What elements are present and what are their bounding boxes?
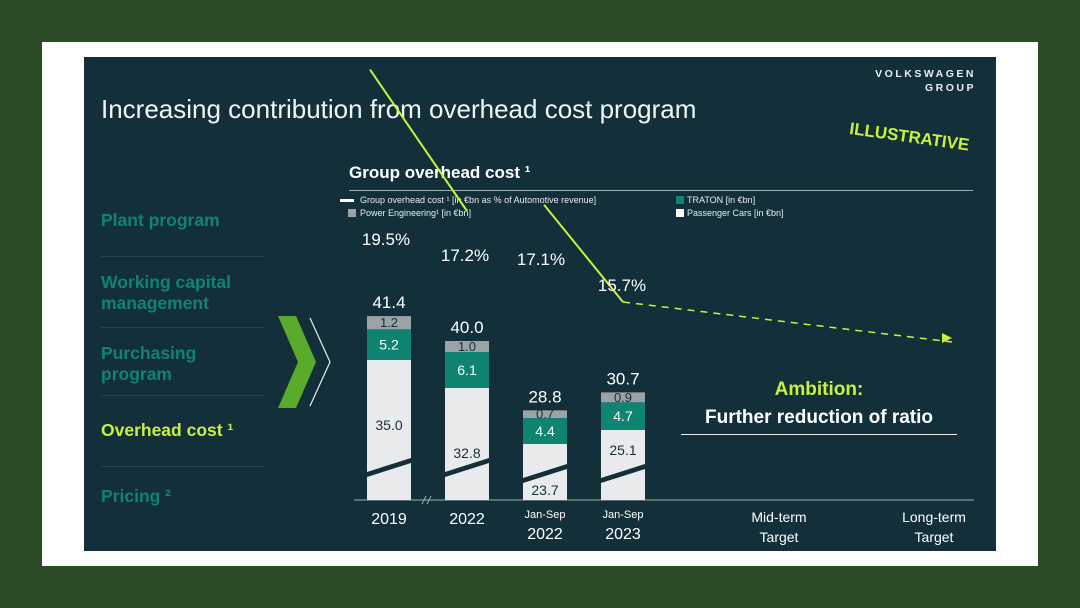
- chevron-fill: [278, 316, 316, 408]
- bar-label-power: 1.2: [380, 315, 398, 330]
- bar-label-passenger: 23.7: [531, 482, 558, 498]
- page-title: Increasing contribution from overhead co…: [101, 94, 697, 124]
- bar-traton: [367, 329, 411, 360]
- bar-break-stripe: [445, 458, 489, 477]
- nav-divider: [101, 395, 265, 396]
- chevron-outline: [309, 317, 331, 407]
- bar-total-label: 40.0: [450, 318, 483, 337]
- bar-label-passenger: 35.0: [375, 417, 402, 433]
- legend-power: Power Engineering¹ [in €bn]: [340, 208, 471, 218]
- x-tick-label-top: Mid-term: [751, 509, 806, 525]
- brand-logo: VOLKSWAGEN GROUP: [875, 67, 976, 95]
- bar-break-stripe: [523, 464, 567, 483]
- chart-title-rule: [349, 190, 973, 191]
- x-tick-label: 2023: [605, 526, 641, 543]
- ambition-underline: [681, 434, 957, 435]
- bar-label-traton: 5.2: [379, 337, 399, 353]
- bar-label-passenger: 25.1: [609, 442, 636, 458]
- bar-label-power: 0.9: [614, 390, 632, 405]
- bar-break-stripe: [601, 464, 645, 483]
- brand-line-1: VOLKSWAGEN: [875, 68, 976, 80]
- bar-label-power: 0.7: [536, 407, 554, 422]
- nav-item-purchasing[interactable]: Purchasing program: [101, 343, 197, 384]
- x-tick-label: Target: [915, 529, 954, 545]
- legend-power-swatch: [348, 209, 356, 217]
- ratio-label: 17.1%: [517, 250, 565, 269]
- bar-total-label: 41.4: [372, 293, 405, 312]
- bar-traton: [523, 418, 567, 444]
- chevron-arrow-icon: [278, 316, 331, 408]
- ambition-heading: Ambition:: [774, 379, 864, 400]
- ratio-line-projection: [622, 301, 953, 343]
- legend-traton-label: TRATON [in €bn]: [687, 195, 756, 205]
- bar-passenger-cars: [601, 430, 645, 500]
- ratio-arrowhead: [942, 333, 952, 343]
- x-tick-label: Target: [760, 529, 799, 545]
- legend-traton-swatch: [676, 196, 684, 204]
- ratio-label: 19.5%: [362, 230, 410, 249]
- bar-power-engineering: [367, 316, 411, 330]
- nav-item-overhead-cost[interactable]: Overhead cost ¹: [101, 420, 234, 440]
- bar-passenger-cars: [367, 360, 411, 500]
- overhead-cost-chart: 35.0 5.2 1.2 41.4 32.8 6.1 1.0 40.0 23.7 4.40.728…: [354, 69, 974, 545]
- bar-passenger-cars: [445, 388, 489, 500]
- bar-label-power: 1.0: [458, 339, 476, 354]
- x-tick-label: 2022: [449, 511, 485, 528]
- axis-break-mark: [421, 495, 427, 505]
- legend-ratio-swatch: [340, 199, 354, 202]
- slide: Increasing contribution from overhead co…: [84, 57, 996, 551]
- nav-item-working-capital[interactable]: Working capital management: [101, 272, 231, 313]
- x-tick-label: 2022: [527, 526, 563, 543]
- bar-traton: [601, 402, 645, 430]
- ratio-label: 17.2%: [441, 246, 489, 265]
- bar-total-label: 28.8: [528, 387, 561, 406]
- axis-break-mark: [426, 495, 432, 505]
- bar-label-passenger: 32.8: [453, 445, 480, 461]
- legend-passenger-label: Passenger Cars [in €bn]: [687, 208, 784, 218]
- nav-item-plant-program[interactable]: Plant program: [101, 210, 220, 230]
- nav-item-pricing[interactable]: Pricing ²: [101, 486, 172, 506]
- nav-divider: [101, 466, 265, 467]
- x-tick-label-top: Jan-Sep: [525, 509, 566, 521]
- nav-divider: [101, 327, 265, 328]
- legend-traton: TRATON [in €bn]: [676, 195, 755, 205]
- legend-passenger: Passenger Cars [in €bn]: [676, 208, 784, 218]
- bar-power-engineering: [601, 392, 645, 403]
- legend-power-label: Power Engineering¹ [in €bn]: [360, 208, 472, 218]
- bar-power-engineering: [445, 341, 489, 353]
- legend-ratio-label: Group overhead cost ¹ [in €bn as % of Au…: [360, 195, 597, 205]
- legend-passenger-swatch: [676, 209, 684, 217]
- bar-power-engineering: [523, 410, 567, 419]
- bar-break-stripe: [367, 458, 411, 477]
- nav-divider: [101, 256, 265, 257]
- brand-line-2: GROUP: [924, 82, 976, 94]
- bar-label-traton: 4.4: [535, 423, 555, 439]
- legend-ratio: Group overhead cost ¹ [in €bn as % of Au…: [340, 195, 596, 205]
- bar-traton: [445, 352, 489, 388]
- ratio-line-segment: [369, 69, 468, 212]
- bar-total-label: 30.7: [606, 369, 639, 388]
- x-tick-label-top: Long-term: [902, 509, 966, 525]
- x-tick-label: 2019: [371, 511, 407, 528]
- x-tick-label-top: Jan-Sep: [603, 509, 644, 521]
- ratio-line-segment: [543, 204, 624, 303]
- ambition-text: Further reduction of ratio: [705, 407, 933, 428]
- ratio-label: 15.7%: [598, 276, 646, 295]
- bar-label-traton: 4.7: [613, 408, 633, 424]
- bar-label-traton: 6.1: [457, 362, 477, 378]
